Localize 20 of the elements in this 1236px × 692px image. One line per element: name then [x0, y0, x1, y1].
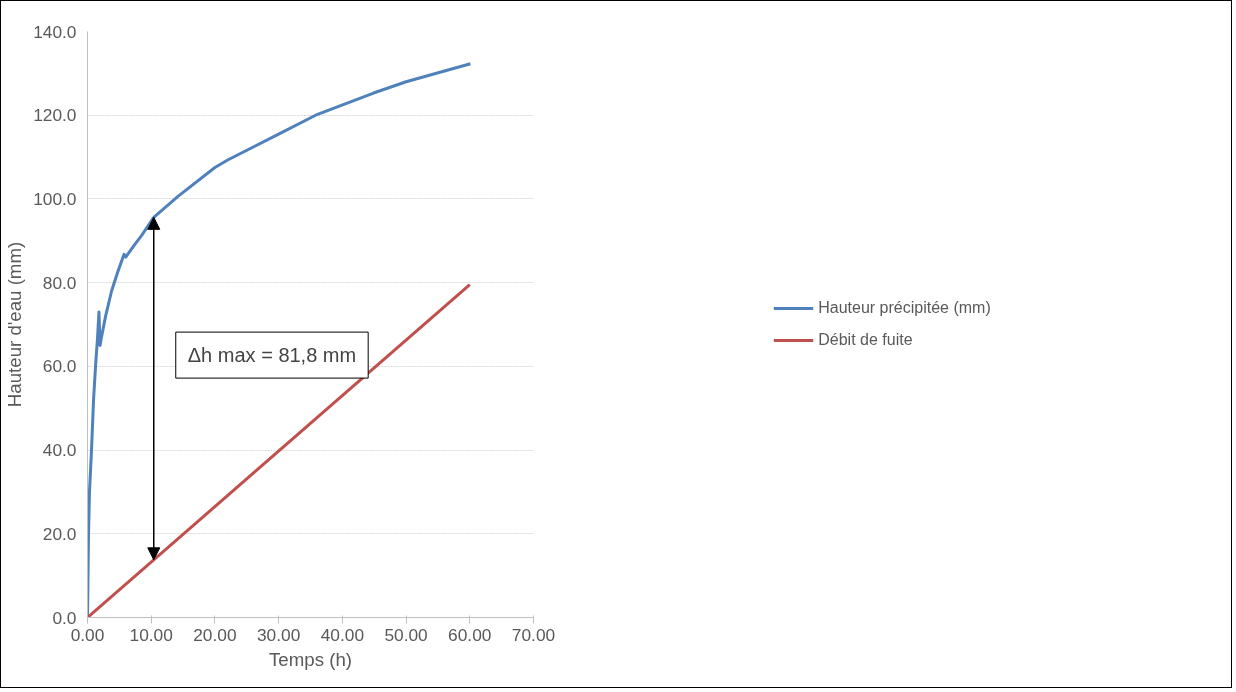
x-tick-label: 60.00: [448, 624, 492, 645]
x-tick-label: 30.00: [256, 624, 301, 645]
y-tick-label: 40.0: [42, 440, 77, 461]
x-tick-label: 40.00: [320, 624, 365, 645]
y-tick-label: 120.0: [33, 105, 77, 126]
y-tick-label: 20.0: [42, 523, 77, 544]
x-tick-label: 10.00: [129, 624, 173, 645]
legend-label: Hauteur précipitée (mm): [818, 299, 991, 317]
legend-label: Débit de fuite: [818, 331, 913, 349]
annotation: Δh max = 81,8 mm: [187, 344, 357, 367]
y-tick-label: 60.0: [42, 356, 77, 377]
x-tick-label: 50.00: [384, 624, 428, 645]
line-series: [87, 62, 472, 618]
y-axis-title: Hauteur d'eau (mm): [4, 241, 26, 408]
x-tick-label: 70.00: [511, 624, 556, 645]
x-axis-title: Temps (h): [269, 648, 352, 670]
y-tick-label: 80.0: [42, 272, 77, 293]
y-tick-label: 140.0: [33, 21, 77, 42]
x-tick-label: 20.00: [193, 624, 237, 645]
y-tick-label: 100.0: [33, 188, 77, 209]
